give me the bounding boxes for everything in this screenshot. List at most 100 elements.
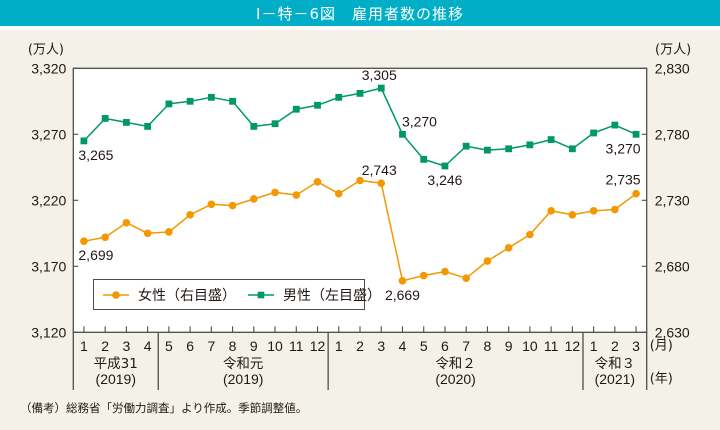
female-data-point — [228, 201, 237, 210]
x-era-label: 令和３ — [595, 356, 636, 372]
x-month-label: 12 — [310, 338, 326, 354]
plot-frame — [72, 67, 648, 333]
y-left-tick-label: 3,120 — [31, 324, 66, 340]
female-legend-swatch-icon — [103, 290, 129, 299]
female-data-point — [526, 230, 534, 239]
x-month-label: 3 — [377, 338, 385, 354]
y-left-unit-label: (万人) — [28, 43, 64, 58]
female-data-point — [186, 211, 194, 219]
male-data-point — [505, 145, 513, 153]
male-data-point — [144, 122, 152, 130]
y-left-tick-label: 3,270 — [31, 126, 66, 142]
x-month-label: 5 — [165, 338, 173, 354]
y-right-tick-label: 2,730 — [655, 192, 690, 208]
male-data-point — [101, 115, 109, 122]
x-month-label: 11 — [289, 338, 304, 354]
x-month-label: 1 — [590, 338, 598, 354]
male-data-point — [165, 100, 173, 108]
male-value-label: 3,246 — [427, 172, 462, 188]
male-data-point — [229, 97, 236, 105]
y-right-tick-label: 2,780 — [655, 126, 690, 142]
female-data-point — [313, 178, 322, 186]
male-data-point — [547, 136, 555, 143]
x-year-label: (2020) — [435, 371, 475, 387]
y-right-tick-label: 2,830 — [655, 60, 690, 76]
male-data-point — [441, 162, 449, 170]
x-era-label: 令和元 — [223, 356, 264, 372]
female-data-point — [589, 207, 598, 215]
male-data-point — [250, 122, 258, 130]
figure-title-bar: Ⅰ－特－6図 雇用者数の推移 — [0, 0, 720, 26]
x-month-label: 8 — [484, 338, 492, 354]
x-era-label: 平成31 — [94, 356, 138, 372]
x-month-label: 2 — [101, 338, 109, 354]
male-value-label: 3,270 — [606, 140, 641, 156]
female-data-point — [165, 228, 173, 236]
male-data-point — [335, 93, 343, 101]
female-value-label: 2,743 — [362, 162, 397, 178]
x-month-label: 7 — [207, 338, 215, 354]
female-data-point — [334, 189, 343, 198]
female-data-point — [632, 189, 640, 198]
female-data-point — [122, 218, 131, 227]
female-data-point — [611, 205, 619, 214]
male-data-point — [356, 89, 364, 97]
title-divider — [0, 26, 720, 30]
legend-item-male: 男性（左目盛） — [248, 285, 381, 305]
x-month-label: 9 — [505, 338, 513, 354]
series-group — [80, 84, 640, 285]
male-data-point — [399, 130, 406, 138]
female-data-point — [207, 200, 216, 209]
legend-label-male: 男性（左目盛） — [283, 287, 381, 304]
female-data-point — [419, 271, 428, 280]
male-data-point — [611, 121, 619, 129]
x-month-label: 10 — [267, 338, 283, 354]
female-data-point — [547, 207, 555, 215]
female-data-point — [504, 244, 513, 252]
male-data-point — [207, 93, 215, 101]
axes-group: 3,120 3,170 3,220 3,270 3,320 2,630 2,680 2,730… — [31, 60, 690, 390]
x-month-label: 8 — [229, 338, 237, 354]
female-data-point — [356, 176, 364, 185]
x-month-unit-label: (月) — [650, 339, 673, 354]
female-data-point — [101, 233, 109, 242]
female-value-label: 2,669 — [385, 287, 420, 303]
x-month-label: 7 — [462, 338, 470, 354]
male-data-point — [632, 130, 640, 138]
x-month-label: 4 — [144, 338, 152, 354]
chart-legend: 女性（右目盛） 男性（左目盛） — [93, 279, 381, 310]
x-month-label: 9 — [250, 338, 258, 354]
male-data-point — [314, 101, 321, 109]
male-data-point — [526, 141, 534, 149]
male-data-point — [484, 146, 491, 154]
x-month-label: 12 — [565, 338, 581, 354]
x-month-label: 1 — [80, 338, 88, 354]
x-year-label: (2019) — [223, 371, 263, 387]
male-data-point — [122, 119, 130, 126]
x-month-label: 6 — [441, 338, 449, 354]
female-data-point — [568, 211, 577, 219]
male-legend-swatch-icon — [248, 291, 274, 298]
female-data-point — [462, 274, 470, 282]
x-year-label: (2019) — [96, 371, 136, 387]
x-month-label: 3 — [632, 338, 640, 354]
x-month-label: 10 — [522, 338, 538, 354]
female-data-point — [271, 188, 279, 197]
male-data-point — [292, 105, 300, 113]
legend-label-female: 女性（右目盛） — [138, 287, 236, 304]
male-data-point — [186, 97, 194, 105]
female-data-point — [292, 191, 301, 199]
female-data-point — [441, 267, 449, 276]
figure-title: Ⅰ－特－6図 雇用者数の推移 — [256, 4, 464, 23]
x-month-label: 11 — [544, 338, 559, 354]
y-left-tick-label: 3,170 — [31, 258, 66, 274]
data-labels-group: 3,265 3,305 3,270 3,246 3,270 2,699 2,743 2,669… — [78, 67, 640, 303]
y-left-tick-label: 3,320 — [31, 60, 66, 76]
female-data-point — [143, 229, 152, 238]
male-data-point — [271, 120, 279, 128]
male-data-point — [420, 155, 428, 163]
female-data-point — [398, 277, 407, 285]
x-month-label: 2 — [356, 338, 364, 354]
female-value-label: 2,735 — [606, 172, 641, 188]
